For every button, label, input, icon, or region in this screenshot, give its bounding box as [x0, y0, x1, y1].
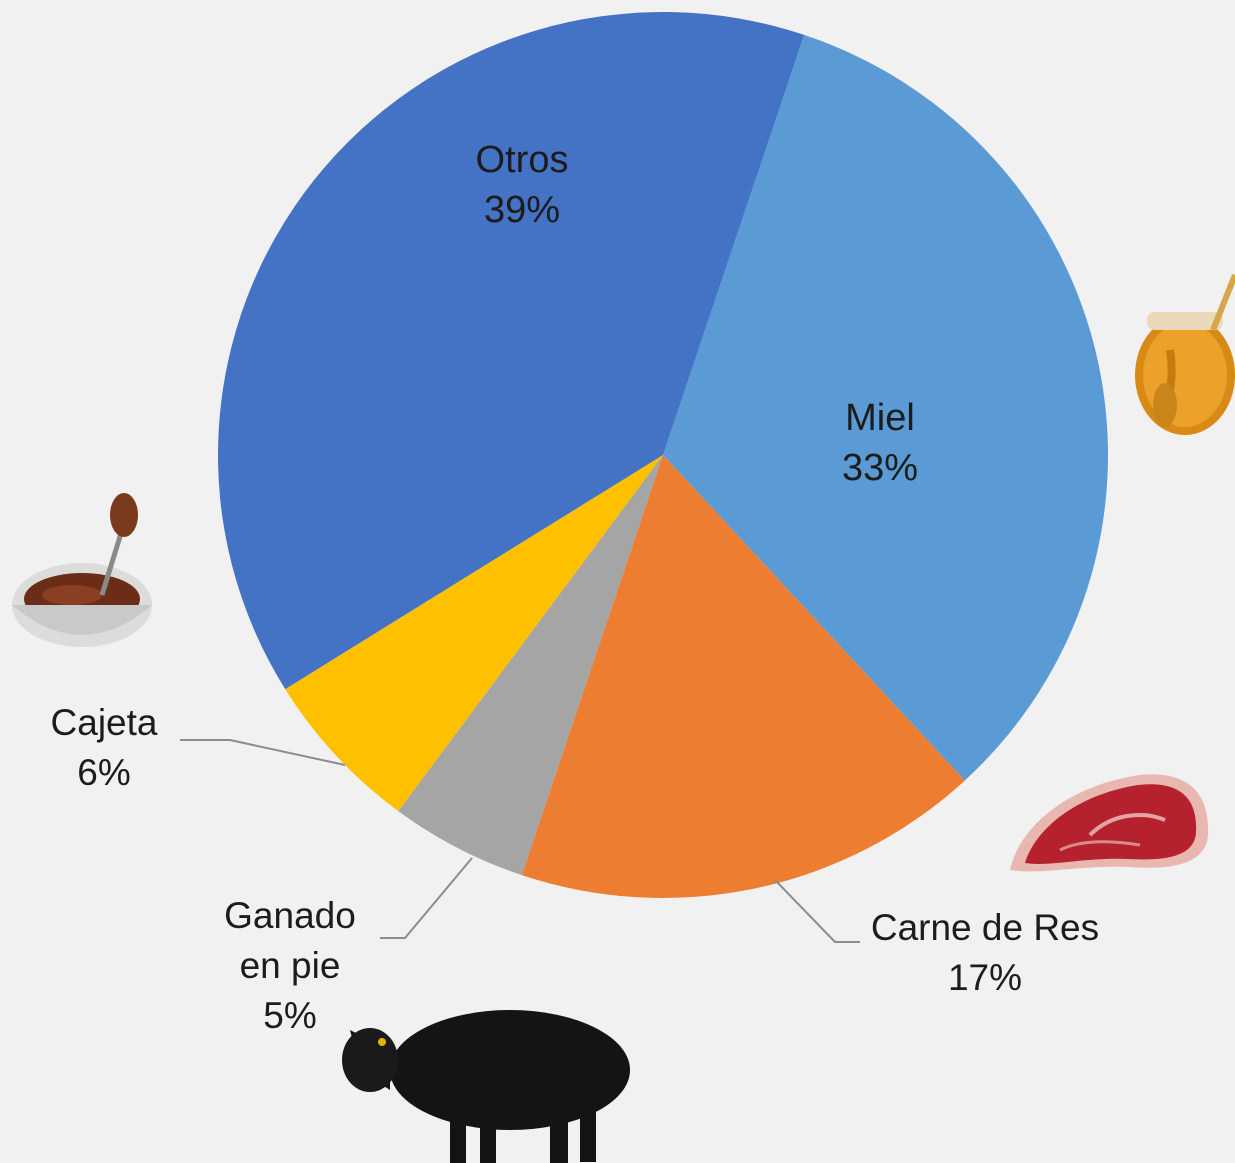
slice-label-otros: Otros — [476, 139, 569, 181]
beef-steak-icon — [1010, 774, 1209, 872]
pie-slices — [217, 11, 1109, 899]
slice-label-carne-de-res: Carne de Res — [871, 907, 1099, 948]
slice-label-ganado-en-pie-line1: Ganado — [224, 895, 356, 936]
honey-jar-icon — [1135, 273, 1235, 435]
slice-ganado-en-pie — [398, 455, 663, 876]
slice-cajeta — [285, 455, 663, 812]
leader-line-ganado-en-pie — [380, 857, 473, 939]
cajeta-bowl-icon — [12, 493, 152, 647]
slice-carne-de-res — [521, 455, 965, 899]
slice-otros — [217, 11, 805, 690]
slice-labels: Miel 33% Carne de Res 17% Ganado en pie 5% Caje… — [51, 139, 1100, 1036]
slice-value-miel: 33% — [842, 447, 918, 489]
leader-line-cajeta — [180, 739, 346, 766]
slice-value-carne-de-res: 17% — [948, 957, 1022, 998]
slice-value-cajeta: 6% — [77, 752, 130, 793]
slice-label-miel: Miel — [845, 397, 915, 439]
slice-value-otros: 39% — [484, 189, 560, 231]
cattle-icon — [342, 1010, 630, 1163]
slice-miel — [663, 34, 1109, 781]
leader-lines — [180, 739, 860, 943]
slice-label-ganado-en-pie-line2: en pie — [240, 945, 341, 986]
slice-value-ganado-en-pie: 5% — [263, 995, 316, 1036]
slice-label-cajeta: Cajeta — [51, 702, 158, 743]
leader-line-carne-de-res — [774, 879, 860, 943]
